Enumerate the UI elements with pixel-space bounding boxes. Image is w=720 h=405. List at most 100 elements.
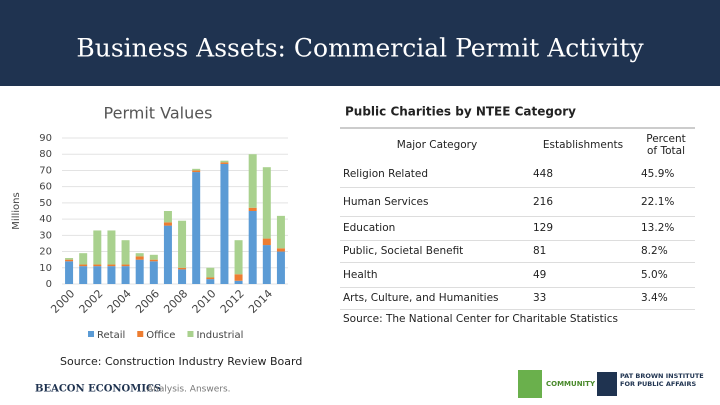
column-header: Major Category	[396, 139, 478, 151]
table-cell: 22.1%	[641, 195, 675, 208]
bar-segment	[262, 167, 271, 239]
bar-segment	[79, 264, 88, 267]
y-tick-label: 20	[39, 247, 52, 258]
bar-segment	[276, 215, 285, 249]
legend-swatch	[88, 331, 94, 337]
y-tick-label: 0	[46, 279, 52, 290]
bar-segment	[192, 168, 201, 171]
x-tick-label: 2006	[133, 287, 162, 316]
y-tick-label: 90	[39, 133, 52, 144]
bar-segment	[163, 225, 172, 284]
legend-swatch	[187, 331, 194, 337]
table-cell: 45.9%	[641, 167, 675, 180]
table-source: Source: The National Center for Charitab…	[343, 313, 618, 325]
y-tick-label: 10	[39, 263, 52, 274]
bar-segment	[65, 258, 74, 260]
y-axis-label: Millions	[11, 192, 22, 229]
column-header: Establishments	[542, 139, 624, 151]
x-tick-label: 2000	[48, 287, 77, 316]
chart-source: Source: Construction Industry Review Boa…	[60, 355, 302, 368]
row-rule	[340, 287, 695, 288]
bar-segment	[220, 160, 229, 163]
bar-segment	[149, 261, 158, 284]
bar-segment	[234, 274, 243, 281]
logo-mark2	[597, 372, 617, 396]
bar-segment	[135, 253, 144, 257]
table-cell: Public, Societal Benefit	[343, 245, 464, 257]
bar-segment	[135, 259, 144, 284]
bar-segment	[262, 245, 271, 284]
bar-segment	[248, 207, 257, 211]
bar-segment	[107, 264, 116, 267]
table-cell: 49	[533, 268, 547, 281]
bar-segment	[206, 267, 215, 278]
table-cell: 448	[533, 167, 554, 180]
bar-segment	[107, 266, 116, 284]
bar-segment	[234, 240, 243, 275]
bar-segment	[276, 251, 285, 284]
bar-segment	[93, 264, 102, 267]
bar-segment	[79, 253, 88, 265]
bar-segment	[121, 266, 130, 284]
bar-segment	[163, 211, 172, 223]
bar-segment	[220, 163, 229, 284]
bar-segment	[262, 238, 271, 246]
bar-segment	[93, 266, 102, 284]
table-cell: 13.2%	[641, 222, 675, 234]
legend-label: Office	[146, 330, 175, 341]
legend-label: Industrial	[196, 330, 243, 341]
bar-segment	[248, 211, 257, 284]
legend-label: Retail	[97, 330, 125, 341]
logo1: COMMUNITY	[546, 380, 596, 388]
table-cell: 3.4%	[641, 292, 668, 304]
bar-segment	[178, 220, 187, 268]
row-rule	[340, 216, 695, 217]
logo2-box: PAT BROWN INSTITUTE FOR PUBLIC AFFAIRS	[620, 372, 704, 388]
logo2: PAT BROWN INSTITUTE FOR PUBLIC AFFAIRS	[620, 372, 704, 388]
row-rule	[340, 262, 695, 263]
table-cell: 129	[533, 222, 554, 234]
bar-segment	[135, 256, 144, 260]
bar-segment	[248, 154, 257, 208]
table-title: Public Charities by NTEE Category	[345, 105, 576, 119]
row-rule	[340, 309, 695, 310]
brand: BEACON ECONOMICS	[35, 384, 161, 395]
bar-segment	[234, 280, 243, 284]
table-cell: 5.0%	[641, 268, 668, 281]
bar-segment	[178, 267, 187, 270]
y-tick-label: 50	[39, 198, 52, 209]
x-tick-label: 2002	[77, 287, 106, 316]
bar-segment	[107, 230, 116, 265]
table-cell: 8.2%	[641, 245, 668, 257]
header-band	[0, 0, 720, 86]
x-tick-label: 2004	[105, 287, 134, 316]
column-header: Percent of Total	[646, 133, 686, 157]
table-cell: Education	[343, 222, 396, 234]
y-tick-label: 70	[39, 165, 52, 176]
slide-title: Business Assets: Commercial Permit Activ…	[76, 34, 644, 63]
table-cell: Arts, Culture, and Humanities	[343, 292, 499, 304]
bar-segment	[178, 269, 187, 284]
x-tick-label: 2010	[190, 287, 219, 316]
x-tick-label: 2008	[161, 287, 190, 316]
bar-segment	[121, 240, 130, 265]
y-tick-label: 80	[39, 149, 52, 160]
bar-segment	[149, 254, 158, 260]
bar-segment	[149, 259, 158, 262]
x-tick-label: 2012	[218, 287, 247, 316]
bar-segment	[206, 279, 215, 284]
bar-segment	[206, 277, 215, 280]
table-cell: Human Services	[343, 195, 429, 208]
row-rule	[340, 240, 695, 241]
table-cell: 216	[533, 195, 554, 208]
table-cell: Health	[343, 268, 378, 281]
row-rule	[340, 187, 695, 188]
y-tick-label: 60	[39, 182, 52, 193]
table-cell: Religion Related	[343, 167, 428, 180]
bar-segment	[93, 230, 102, 265]
y-tick-label: 40	[39, 214, 52, 225]
bar-segment	[163, 222, 172, 226]
chart-title: Permit Values	[104, 104, 213, 123]
